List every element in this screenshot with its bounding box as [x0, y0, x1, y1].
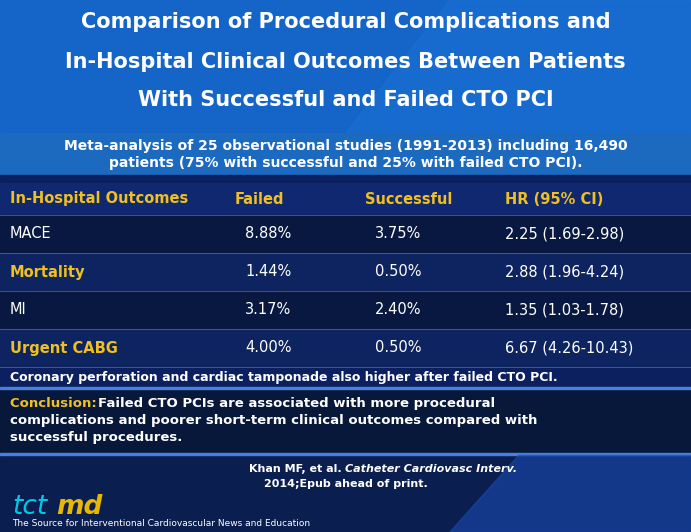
- Bar: [0, 253, 691, 291]
- Text: patients (75% with successful and 25% with failed CTO PCI).: patients (75% with successful and 25% wi…: [108, 156, 583, 170]
- Bar: [0, 133, 691, 175]
- Text: Coronary perforation and cardiac tamponade also higher after failed CTO PCI.: Coronary perforation and cardiac tampona…: [10, 370, 558, 384]
- Text: Conclusion:: Conclusion:: [10, 397, 106, 410]
- Text: Meta-analysis of 25 observational studies (1991-2013) including 16,490: Meta-analysis of 25 observational studie…: [64, 139, 627, 153]
- Text: 0.50%: 0.50%: [375, 340, 422, 355]
- Text: Comparison of Procedural Complications and: Comparison of Procedural Complications a…: [81, 12, 610, 32]
- Bar: [0, 387, 691, 455]
- Polygon shape: [449, 455, 691, 532]
- Text: MI: MI: [10, 303, 27, 318]
- Text: 4.00%: 4.00%: [245, 340, 292, 355]
- Text: successful procedures.: successful procedures.: [10, 431, 182, 444]
- Bar: [0, 215, 691, 253]
- Bar: [0, 387, 691, 389]
- Text: Successful: Successful: [365, 192, 453, 206]
- Text: HR (95% CI): HR (95% CI): [505, 192, 603, 206]
- Text: Urgent CABG: Urgent CABG: [10, 340, 118, 355]
- Text: Catheter Cardiovasc Interv.: Catheter Cardiovasc Interv.: [346, 464, 518, 474]
- Text: 2.40%: 2.40%: [375, 303, 422, 318]
- Text: 0.50%: 0.50%: [375, 264, 422, 279]
- Bar: [0, 453, 691, 455]
- Text: 2014;Epub ahead of print.: 2014;Epub ahead of print.: [264, 479, 427, 489]
- Text: MACE: MACE: [10, 227, 52, 242]
- Bar: [0, 175, 691, 183]
- Bar: [0, 0, 691, 133]
- Text: 2.25 (1.69-2.98): 2.25 (1.69-2.98): [505, 227, 624, 242]
- Text: complications and poorer short-term clinical outcomes compared with: complications and poorer short-term clin…: [10, 414, 538, 427]
- Text: 6.67 (4.26-10.43): 6.67 (4.26-10.43): [505, 340, 634, 355]
- Text: Failed: Failed: [235, 192, 285, 206]
- Text: In-Hospital Clinical Outcomes Between Patients: In-Hospital Clinical Outcomes Between Pa…: [65, 52, 626, 72]
- Bar: [0, 329, 691, 367]
- Text: md: md: [56, 494, 102, 520]
- Text: Mortality: Mortality: [10, 264, 86, 279]
- Text: 3.75%: 3.75%: [375, 227, 422, 242]
- Polygon shape: [346, 0, 691, 133]
- Text: Khan MF, et al.: Khan MF, et al.: [249, 464, 346, 474]
- Text: 1.44%: 1.44%: [245, 264, 291, 279]
- Text: With Successful and Failed CTO PCI: With Successful and Failed CTO PCI: [138, 90, 553, 110]
- Bar: [0, 291, 691, 329]
- Bar: [0, 455, 691, 532]
- Text: In-Hospital Outcomes: In-Hospital Outcomes: [10, 192, 188, 206]
- Text: tct: tct: [12, 494, 47, 520]
- Bar: [0, 367, 691, 387]
- Bar: [0, 183, 691, 215]
- Text: Failed CTO PCIs are associated with more procedural: Failed CTO PCIs are associated with more…: [98, 397, 495, 410]
- Text: 2.88 (1.96-4.24): 2.88 (1.96-4.24): [505, 264, 624, 279]
- Text: The Source for Interventional Cardiovascular News and Education: The Source for Interventional Cardiovasc…: [12, 519, 310, 528]
- Text: 8.88%: 8.88%: [245, 227, 291, 242]
- Text: 3.17%: 3.17%: [245, 303, 291, 318]
- Text: 1.35 (1.03-1.78): 1.35 (1.03-1.78): [505, 303, 624, 318]
